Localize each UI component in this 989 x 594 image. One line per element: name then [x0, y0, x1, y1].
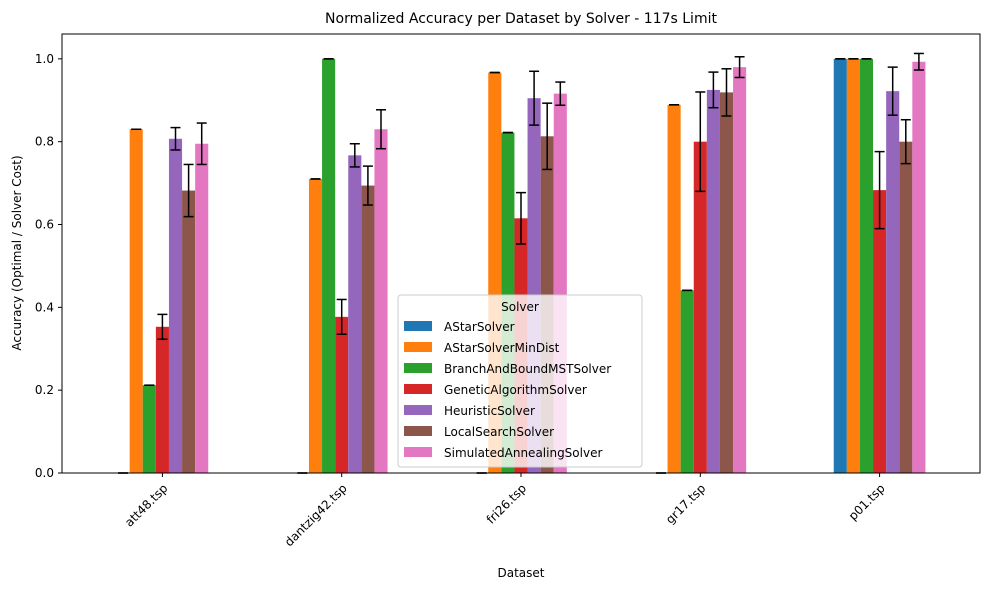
bar — [873, 190, 887, 473]
x-tick-label: gr17.tsp — [663, 481, 708, 526]
y-tick-label: 0.2 — [35, 383, 54, 397]
legend-swatch — [404, 426, 432, 436]
bar — [308, 178, 323, 473]
legend-label: LocalSearchSolver — [444, 425, 554, 439]
legend-label: AStarSolverMinDist — [444, 341, 560, 355]
bar — [129, 129, 143, 473]
y-tick-label: 0.6 — [35, 218, 54, 232]
bar — [680, 290, 694, 473]
bar — [706, 89, 720, 473]
legend-label: AStarSolver — [444, 320, 515, 334]
legend-swatch — [404, 342, 432, 352]
bar — [182, 190, 196, 474]
y-tick-label: 0.4 — [35, 300, 54, 314]
legend-frame — [397, 294, 643, 468]
bar — [374, 129, 388, 473]
legend-swatch — [404, 363, 432, 373]
legend-swatch — [404, 405, 432, 415]
bar — [833, 58, 847, 473]
bar — [859, 58, 874, 473]
legend-label: SimulatedAnnealingSolver — [444, 446, 602, 460]
bar — [142, 385, 156, 473]
bar — [719, 92, 734, 474]
legend: Solver AStarSolver AStarSolverMinDist Bran… — [397, 294, 643, 468]
bar — [667, 104, 681, 473]
y-tick-label: 1.0 — [35, 52, 54, 66]
legend-title: Solver — [501, 300, 539, 314]
x-tick-label: fri26.tsp — [484, 481, 529, 526]
error-bars-group — [118, 52, 924, 474]
bar — [899, 141, 913, 473]
legend-items: AStarSolver AStarSolverMinDist BranchAndBo… — [404, 320, 611, 460]
x-tick-label: att48.tsp — [122, 481, 170, 529]
bar — [912, 61, 926, 473]
bar — [348, 155, 362, 473]
legend-label: GeneticAlgorithmSolver — [444, 383, 587, 397]
x-axis-label: Dataset — [498, 566, 545, 580]
legend-label: HeuristicSolver — [444, 404, 535, 418]
bar — [195, 143, 209, 473]
chart-title: Normalized Accuracy per Dataset by Solve… — [325, 11, 717, 27]
bar — [335, 316, 349, 473]
x-tick-label: p01.tsp — [846, 481, 888, 523]
bar — [886, 91, 900, 474]
legend-swatch — [404, 447, 432, 457]
bar — [155, 326, 169, 473]
legend-swatch — [404, 384, 432, 394]
bar — [361, 185, 375, 473]
bar — [733, 67, 747, 473]
x-tick-label: dantzig42.tsp — [282, 481, 350, 549]
bar — [168, 138, 183, 473]
y-tick-label: 0.8 — [35, 135, 54, 149]
y-axis-label: Accuracy (Optimal / Solver Cost) — [10, 155, 24, 350]
y-axis: 0.0 0.2 0.4 0.6 0.8 1.0 — [35, 52, 62, 480]
legend-swatch — [404, 321, 432, 331]
x-axis: att48.tsp dantzig42.tsp fri26.tsp gr17.tsp p… — [122, 473, 888, 549]
bar — [322, 58, 336, 473]
y-tick-label: 0.0 — [35, 466, 54, 480]
legend-label: BranchAndBoundMSTSolver — [444, 362, 611, 376]
bar — [693, 141, 707, 473]
bar — [846, 58, 860, 473]
